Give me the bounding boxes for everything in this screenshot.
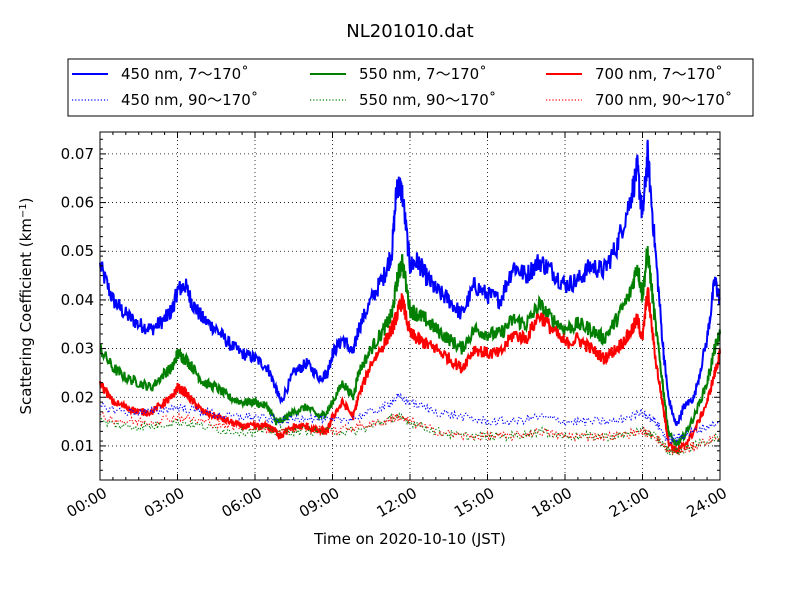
y-tick-label: 0.01 (61, 437, 94, 455)
x-tick-label: 06:00 (219, 484, 265, 521)
y-axis-label-close: ) (17, 197, 35, 203)
x-tick-label: 15:00 (451, 484, 497, 521)
legend: 450 nm, 7～170˚ 550 nm, 7～170˚ 700 nm, 7～17… (67, 58, 754, 117)
y-tick-label: 0.03 (61, 340, 94, 358)
x-tick-label: 21:00 (606, 484, 652, 521)
x-tick-label: 09:00 (296, 484, 342, 521)
y-tick-label: 0.02 (61, 388, 94, 406)
legend-label-6: 700 nm, 90～170˚ (595, 91, 732, 109)
legend-label-5: 550 nm, 90～170˚ (359, 91, 496, 109)
y-axis-label-sup: −1 (18, 203, 29, 218)
x-tick-label: 18:00 (529, 484, 575, 521)
x-tick-label: 03:00 (141, 484, 187, 521)
legend-frame (67, 58, 754, 117)
y-axis-label-main: Scattering Coefficient (km (17, 218, 35, 414)
series-line-6 (99, 411, 721, 456)
legend-label-1: 450 nm, 7～170˚ (121, 65, 249, 83)
series-line-1 (99, 139, 721, 427)
y-tick-label: 0.04 (61, 291, 94, 309)
series-line-2 (99, 246, 721, 448)
x-tick-label: 24:00 (684, 484, 730, 521)
series-layer (99, 139, 721, 456)
legend-label-2: 550 nm, 7～170˚ (359, 65, 487, 83)
series-line-3 (99, 287, 721, 455)
y-tick-label: 0.05 (61, 242, 94, 260)
x-tick-label: 12:00 (374, 484, 420, 521)
y-tick-label: 0.06 (61, 194, 94, 212)
legend-label-4: 450 nm, 90～170˚ (121, 91, 258, 109)
y-tick-label: 0.07 (61, 145, 94, 163)
chart-title: NL201010.dat (346, 21, 473, 42)
x-axis-label: Time on 2020-10-10 (JST) (313, 530, 506, 548)
y-axis-label: Scattering Coefficient (km−1) (17, 197, 35, 414)
x-tick-label: 00:00 (64, 484, 110, 521)
legend-label-3: 700 nm, 7～170˚ (595, 65, 723, 83)
